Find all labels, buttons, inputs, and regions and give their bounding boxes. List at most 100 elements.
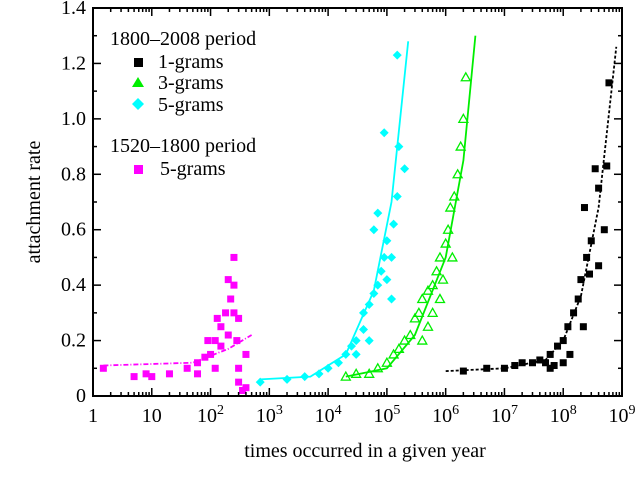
data-point-series-0 bbox=[580, 204, 588, 212]
data-point-series-3 bbox=[211, 364, 219, 372]
data-point-series-3 bbox=[230, 309, 238, 317]
data-point-series-1 bbox=[437, 273, 449, 284]
x-tick-exponent: 5 bbox=[393, 403, 400, 418]
y-tick-label: 0.4 bbox=[61, 274, 86, 296]
data-point-series-1 bbox=[350, 368, 362, 378]
legend-group1-title: 1800–2008 period bbox=[110, 28, 256, 50]
data-point-series-1 bbox=[363, 368, 375, 378]
data-point-series-0 bbox=[595, 262, 603, 270]
data-point-series-3 bbox=[217, 342, 225, 350]
data-point-series-1 bbox=[455, 140, 467, 151]
data-point-series-1 bbox=[430, 265, 443, 276]
data-point-series-1 bbox=[409, 312, 421, 323]
x-tick-base: 10 bbox=[373, 405, 393, 427]
legend-label-5-grams: 5-grams bbox=[158, 94, 224, 116]
data-point-series-2 bbox=[379, 252, 389, 262]
data-point-series-1 bbox=[442, 223, 454, 234]
data-point-series-3 bbox=[204, 337, 212, 345]
data-point-series-2 bbox=[351, 336, 361, 346]
data-point-series-2 bbox=[333, 358, 343, 368]
legend-label-5-grams-early: 5-grams bbox=[160, 158, 226, 180]
x-tick-label: 105 bbox=[373, 403, 400, 427]
data-point-series-3 bbox=[183, 364, 191, 372]
x-tick-exponent: 6 bbox=[452, 403, 459, 418]
data-point-series-1 bbox=[422, 284, 434, 295]
data-point-series-3 bbox=[224, 276, 232, 284]
data-point-series-3 bbox=[222, 309, 230, 317]
x-tick-label: 104 bbox=[315, 403, 342, 427]
data-point-series-1 bbox=[427, 307, 439, 318]
x-tick-label: 10 bbox=[142, 405, 162, 427]
x-tick-label: 103 bbox=[256, 403, 283, 427]
data-point-series-0 bbox=[483, 364, 491, 372]
data-point-series-2 bbox=[382, 236, 392, 246]
data-point-series-0 bbox=[550, 362, 558, 370]
data-point-series-2 bbox=[358, 308, 368, 318]
legend-group2-title: 1520–1800 period bbox=[110, 135, 256, 157]
x-tick-base: 10 bbox=[491, 405, 511, 427]
data-point-series-1 bbox=[413, 307, 425, 318]
data-point-series-0 bbox=[591, 165, 599, 173]
data-point-series-2 bbox=[255, 377, 265, 387]
data-point-series-1 bbox=[427, 279, 439, 290]
data-point-series-1 bbox=[416, 334, 428, 345]
data-point-series-2 bbox=[400, 164, 410, 174]
data-point-series-3 bbox=[224, 331, 232, 339]
data-point-series-2 bbox=[364, 300, 374, 310]
data-point-series-0 bbox=[518, 359, 526, 367]
data-point-series-1 bbox=[393, 343, 405, 354]
legend: 1800–2008 period 1-grams 3-grams 5-grams… bbox=[110, 28, 256, 180]
data-point-series-0 bbox=[542, 359, 550, 367]
data-point-series-1 bbox=[340, 370, 352, 381]
data-point-series-3 bbox=[165, 370, 173, 378]
data-point-series-0 bbox=[564, 323, 572, 331]
data-point-series-1 bbox=[404, 329, 416, 340]
data-point-series-3 bbox=[217, 323, 225, 331]
data-point-series-2 bbox=[379, 128, 389, 138]
data-point-series-0 bbox=[579, 323, 587, 331]
data-point-series-1 bbox=[446, 251, 458, 262]
data-point-series-2 bbox=[389, 219, 399, 229]
data-point-series-2 bbox=[387, 294, 397, 304]
x-tick-exponent: 8 bbox=[570, 403, 577, 418]
data-point-series-0 bbox=[605, 79, 613, 87]
data-point-series-3 bbox=[148, 373, 156, 381]
data-point-series-1 bbox=[444, 201, 456, 212]
y-tick-label: 1.0 bbox=[61, 108, 86, 130]
legend-marker-diamond-icon bbox=[132, 98, 144, 110]
data-point-series-2 bbox=[373, 208, 383, 218]
y-tick-label: 0 bbox=[76, 385, 86, 407]
data-point-series-0 bbox=[459, 367, 467, 375]
data-point-series-3 bbox=[235, 364, 243, 372]
legend-label-3-grams: 3-grams bbox=[158, 72, 224, 94]
data-point-series-1 bbox=[440, 237, 452, 248]
x-tick-exponent: 4 bbox=[335, 403, 342, 418]
x-tick-base: 10 bbox=[256, 405, 276, 427]
data-point-series-3 bbox=[227, 295, 235, 303]
data-point-series-0 bbox=[603, 162, 611, 170]
data-point-series-1 bbox=[387, 348, 400, 359]
y-tick-labels: 0 0.2 0.4 0.6 0.8 1.0 1.2 1.4 bbox=[61, 0, 86, 407]
data-point-series-0 bbox=[600, 226, 608, 234]
x-tick-label: 1 bbox=[88, 405, 98, 427]
data-point-series-2 bbox=[369, 288, 379, 298]
data-point-series-0 bbox=[546, 364, 554, 372]
data-point-series-1 bbox=[434, 251, 446, 262]
data-point-series-0 bbox=[546, 350, 554, 358]
data-point-series-0 bbox=[566, 350, 574, 358]
x-tick-label: 102 bbox=[197, 403, 224, 427]
data-point-series-2 bbox=[382, 275, 392, 285]
data-point-series-3 bbox=[242, 384, 250, 392]
data-point-series-0 bbox=[528, 359, 536, 367]
data-point-series-0 bbox=[511, 362, 519, 370]
data-point-series-1 bbox=[381, 356, 393, 367]
y-tick-label: 0.2 bbox=[61, 330, 86, 352]
legend-marker-triangle-icon bbox=[132, 77, 144, 87]
x-tick-base: 10 bbox=[197, 405, 217, 427]
data-point-series-2 bbox=[358, 324, 368, 334]
data-point-series-2 bbox=[347, 341, 357, 351]
y-tick-label: 1.2 bbox=[61, 52, 86, 74]
y-tick-label: 0.8 bbox=[61, 163, 86, 185]
data-point-series-1 bbox=[457, 113, 469, 124]
